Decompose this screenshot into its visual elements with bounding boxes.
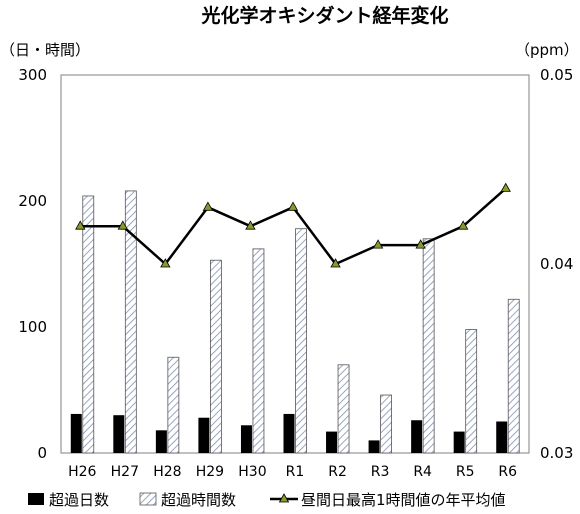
left-tick-label: 0 bbox=[37, 444, 47, 462]
bar-days-H28 bbox=[155, 430, 167, 453]
chart-title: 光化学オキシダント経年変化 bbox=[200, 4, 448, 27]
bar-days-R3 bbox=[368, 440, 380, 453]
category-label: H26 bbox=[68, 464, 96, 480]
bar-days-R1 bbox=[283, 413, 295, 453]
legend-swatch-days bbox=[28, 493, 44, 505]
tick-labels: 0 100 200 300 0.03 0.04 0.05 H26 H27 H28 H29 H30 R1 R… bbox=[18, 66, 573, 480]
legend-label-line: 昼間日最高1時間値の年平均値 bbox=[301, 491, 506, 509]
category-label: H27 bbox=[111, 464, 139, 480]
line-marker-R2 bbox=[330, 258, 341, 268]
plot-area bbox=[60, 74, 530, 454]
bar-days-H27 bbox=[113, 415, 125, 453]
line-marker-H26 bbox=[75, 220, 86, 230]
bars-layer bbox=[70, 190, 520, 454]
bar-hours-H26 bbox=[82, 195, 95, 454]
line-marker-H30 bbox=[245, 220, 256, 230]
right-tick-label: 0.04 bbox=[540, 255, 573, 273]
legend: 超過日数 超過時間数 昼間日最高1時間値の年平均値 bbox=[28, 491, 506, 509]
left-tick-label: 200 bbox=[18, 192, 47, 210]
category-label: R2 bbox=[328, 464, 347, 480]
bar-days-H29 bbox=[198, 417, 210, 453]
bar-hours-R6 bbox=[507, 298, 520, 454]
line-marker-R5 bbox=[457, 220, 469, 230]
left-tick-label: 300 bbox=[18, 66, 47, 84]
category-label: H30 bbox=[238, 464, 266, 480]
left-axis-unit: （日・時間） bbox=[0, 41, 90, 59]
line-marker-H28 bbox=[160, 258, 171, 268]
bar-hours-H29 bbox=[210, 259, 222, 454]
category-label: R4 bbox=[413, 464, 432, 480]
bar-hours-R1 bbox=[295, 228, 307, 454]
legend-label-days: 超過日数 bbox=[49, 491, 109, 509]
legend-swatch-marker bbox=[278, 493, 290, 503]
legend-swatch-hours bbox=[139, 492, 157, 506]
right-tick-label: 0.05 bbox=[540, 66, 573, 84]
line-marker-R3 bbox=[372, 239, 384, 249]
bar-hours-H30 bbox=[252, 248, 265, 454]
line-layer bbox=[75, 182, 511, 268]
category-label: R5 bbox=[456, 464, 475, 480]
line-marker-H29 bbox=[202, 201, 214, 211]
bar-hours-R3 bbox=[380, 394, 392, 454]
line-marker-R1 bbox=[287, 201, 299, 211]
bar-hours-R4 bbox=[422, 238, 435, 454]
bar-hours-R2 bbox=[337, 364, 350, 454]
category-label: R3 bbox=[371, 464, 390, 480]
left-tick-label: 100 bbox=[18, 318, 47, 336]
bar-hours-H28 bbox=[167, 356, 180, 454]
category-label: R6 bbox=[498, 464, 517, 480]
category-label: R1 bbox=[286, 464, 305, 480]
bar-hours-H27 bbox=[124, 190, 137, 454]
category-label: H28 bbox=[153, 464, 181, 480]
right-tick-label: 0.03 bbox=[540, 444, 573, 462]
bar-days-R4 bbox=[411, 420, 423, 453]
line-marker-R6 bbox=[500, 182, 511, 192]
bar-days-H30 bbox=[240, 425, 252, 453]
line-average bbox=[80, 187, 507, 266]
bar-days-R6 bbox=[496, 421, 508, 453]
bar-days-H26 bbox=[70, 413, 82, 453]
legend-label-hours: 超過時間数 bbox=[161, 491, 236, 509]
bar-hours-R5 bbox=[465, 329, 478, 454]
bar-days-R2 bbox=[326, 431, 338, 453]
line-marker-H27 bbox=[117, 220, 129, 230]
bar-days-R5 bbox=[453, 431, 465, 453]
category-label: H29 bbox=[196, 464, 224, 480]
right-axis-unit: （ppm） bbox=[515, 41, 579, 59]
line-marker-R4 bbox=[415, 239, 426, 249]
